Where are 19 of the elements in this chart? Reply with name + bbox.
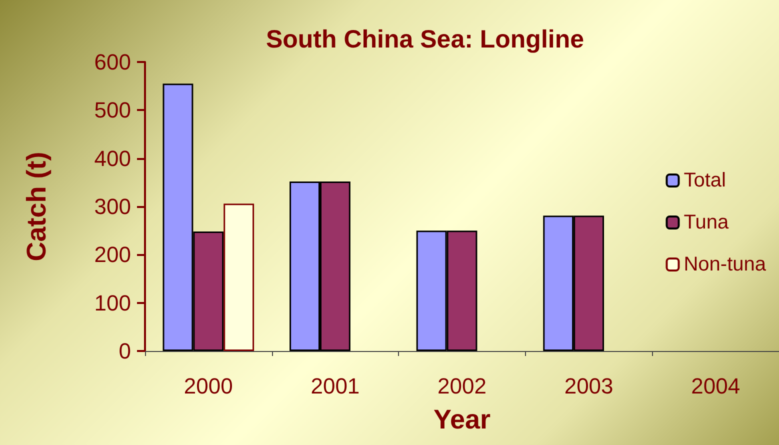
y-tick-label: 0: [118, 338, 131, 364]
y-tick-label: 300: [94, 194, 131, 219]
legend-label: Non-tuna: [684, 254, 767, 276]
y-tick-label: 200: [94, 242, 131, 268]
y-tick-label: 600: [94, 50, 131, 74]
bar: [224, 204, 254, 351]
x-tick-label: 2001: [310, 374, 360, 398]
y-axis-title: Catch (t): [22, 152, 52, 262]
legend-label: Total: [684, 170, 726, 192]
x-axis-title: Year: [433, 404, 492, 434]
x-tick-label: 2002: [438, 374, 486, 398]
y-tick-label: 500: [94, 98, 131, 123]
chart-title: South China Sea: Longline: [266, 26, 584, 54]
x-tick-label: 2000: [184, 374, 233, 398]
x-tick-label: 2003: [564, 374, 614, 398]
y-tick-label: 100: [94, 290, 131, 316]
legend-label: Tuna: [684, 212, 730, 234]
x-tick-label: 2004: [691, 374, 740, 398]
y-tick-label: 400: [94, 146, 131, 171]
